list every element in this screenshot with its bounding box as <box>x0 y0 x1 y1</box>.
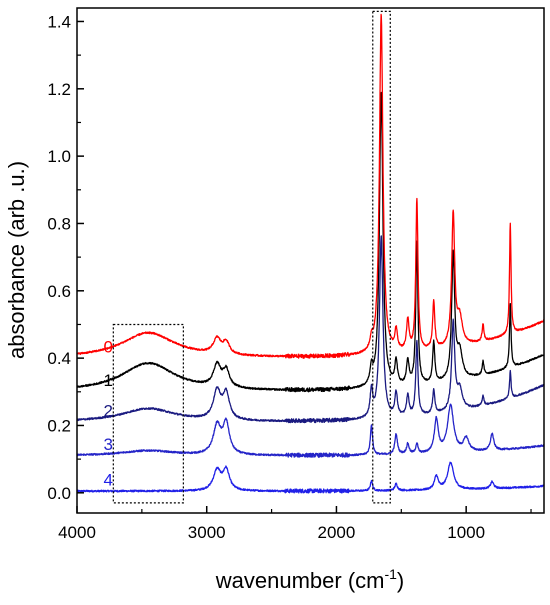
highlight-box-2 <box>372 10 391 504</box>
y-axis-title: absorbance (arb .u.) <box>4 161 29 359</box>
x-axis-title-superscript: -1 <box>384 566 397 582</box>
y-tick-label: 1.2 <box>47 80 71 99</box>
y-tick-label: 1.0 <box>47 147 71 166</box>
tick-labels: 4000 3000 2000 1000 0.0 0.2 0.4 0.6 0.8 1.0 1.2 1.4 <box>47 12 485 542</box>
series-line-1 <box>76 91 545 393</box>
y-tick-label: 0.0 <box>47 484 71 503</box>
x-tick-label: 3000 <box>188 523 226 542</box>
series-label-3: 3 <box>104 435 113 454</box>
series-label-0: 0 <box>104 337 113 356</box>
x-tick-label: 4000 <box>58 523 96 542</box>
x-tick-label: 1000 <box>447 523 485 542</box>
series-label-1: 1 <box>104 371 113 390</box>
highlight-boxes <box>112 10 391 504</box>
plot-area-frame <box>76 7 545 514</box>
y-tick-label: 0.8 <box>47 214 71 233</box>
x-axis-title-suffix: ) <box>397 568 404 593</box>
series-label-2: 2 <box>104 401 113 420</box>
x-axis-title-main: wavenumber (cm <box>215 568 385 593</box>
series-layer <box>76 13 545 494</box>
y-tick-label: 0.2 <box>47 416 71 435</box>
series-line-0 <box>76 13 545 359</box>
x-axis-title: wavenumber (cm-1) <box>215 566 405 593</box>
series-labels: 0 1 2 3 4 <box>104 337 113 489</box>
series-line-4 <box>76 461 545 494</box>
y-tick-label: 0.6 <box>47 282 71 301</box>
y-tick-label: 0.4 <box>47 349 71 368</box>
y-tick-label: 1.4 <box>47 12 71 31</box>
series-line-2 <box>76 235 545 424</box>
x-tick-label: 2000 <box>318 523 356 542</box>
series-line-3 <box>76 403 545 458</box>
series-label-4: 4 <box>104 470 113 489</box>
axis-ticks <box>76 20 532 513</box>
